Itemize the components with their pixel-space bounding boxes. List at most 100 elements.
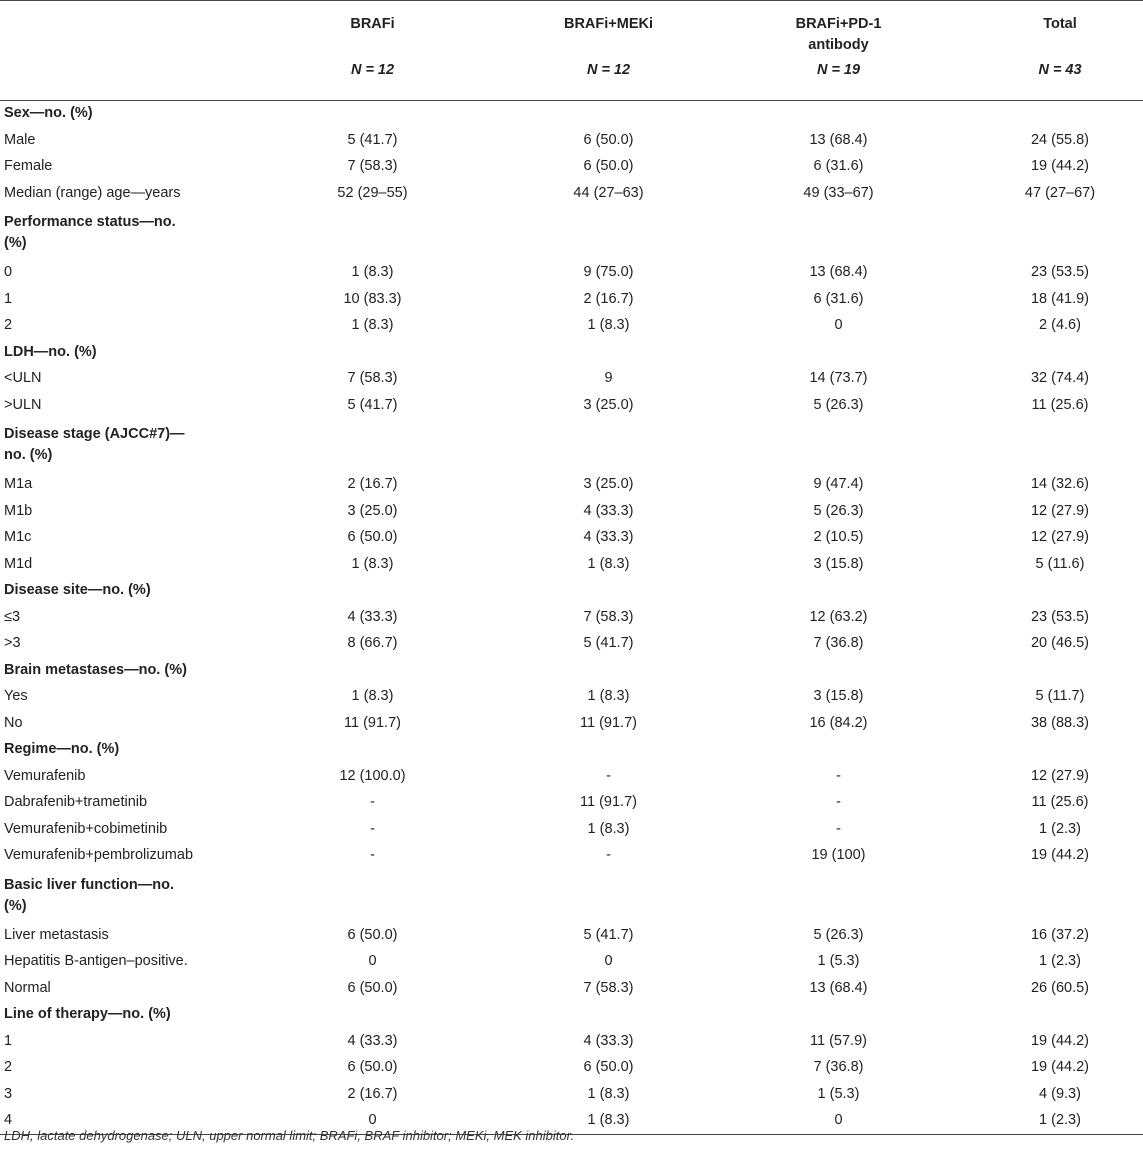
empty-cell	[517, 578, 700, 605]
empty-cell	[228, 578, 517, 605]
table-row: No 11 (91.7) 11 (91.7) 16 (84.2) 38 (88.3)	[0, 710, 1143, 737]
cell-value: 3 (25.0)	[347, 502, 398, 519]
row-label: M1d	[4, 555, 33, 572]
cell-value: 11 (91.7)	[580, 794, 637, 811]
cell-value: 11 (57.9)	[810, 1032, 867, 1049]
cell-value: 0	[834, 317, 843, 334]
table-header: BRAFi BRAFi+MEKi BRAFi+PD-1 antibody Tot…	[0, 0, 1143, 101]
table-row: Vemurafenib+pembrolizumab - - 19 (100) 19 (4…	[0, 843, 1143, 870]
cell-value: 12 (63.2)	[809, 608, 868, 625]
empty-cell	[700, 207, 977, 260]
table-row: M1a 2 (16.7) 3 (25.0) 9 (47.4) 14 (32.6)	[0, 472, 1143, 499]
cell-value: -	[606, 767, 611, 784]
cell-value: 1 (8.3)	[517, 1107, 700, 1135]
empty-cell	[517, 869, 700, 922]
cell-value: 2 (16.7)	[347, 476, 398, 493]
empty-cell	[517, 657, 700, 684]
empty-cell	[700, 339, 977, 366]
cell-value: 1 (2.3)	[977, 1107, 1143, 1135]
cell-value: 16 (37.2)	[1030, 926, 1090, 943]
row-label: Normal	[4, 979, 51, 996]
cell-value: 16 (84.2)	[809, 714, 868, 731]
table-row: 1 10 (83.3) 2 (16.7) 6 (31.6) 18 (41.9)	[0, 286, 1143, 313]
cell-value: 7 (36.8)	[813, 1059, 864, 1076]
cell-value: 26 (60.5)	[1030, 979, 1090, 996]
row-label: Dabrafenib+trametinib	[4, 794, 148, 811]
empty-cell	[228, 419, 517, 472]
row-label: <ULN	[4, 370, 42, 387]
cell-value: 9 (75.0)	[583, 264, 634, 281]
table-row: Dabrafenib+trametinib - 11 (91.7) - 11 (25.6…	[0, 790, 1143, 817]
row-label: M1a	[4, 476, 33, 493]
section-header-row: Performance status—no. (%)	[0, 207, 1143, 260]
cell-value: 9 (47.4)	[813, 476, 864, 493]
empty-cell	[977, 100, 1143, 127]
cell-value: 4 (33.3)	[583, 502, 634, 519]
section-header-row: Regime—no. (%)	[0, 737, 1143, 764]
cell-value: 1 (8.3)	[587, 555, 630, 572]
empty-cell	[517, 339, 700, 366]
row-label: M1b	[4, 502, 33, 519]
cell-value: 1 (8.3)	[351, 264, 394, 281]
cell-value: 2 (16.7)	[347, 1085, 398, 1102]
table-row: Normal 6 (50.0) 7 (58.3) 13 (68.4) 26 (60.5)	[0, 975, 1143, 1002]
cell-value: 7 (58.3)	[347, 158, 398, 175]
cell-value: 2 (16.7)	[583, 290, 634, 307]
empty-cell	[517, 207, 700, 260]
section-header-row: Disease stage (AJCC#7)—no. (%)	[0, 419, 1143, 472]
cell-value: 1 (8.3)	[351, 688, 394, 705]
table-row: 3 2 (16.7) 1 (8.3) 1 (5.3) 4 (9.3)	[0, 1081, 1143, 1108]
empty-cell	[977, 207, 1143, 260]
header-n-brafi-pd1: N = 19	[700, 56, 977, 101]
cell-value: 11 (25.6)	[1031, 794, 1089, 811]
cell-value: 4 (33.3)	[583, 529, 634, 546]
cell-value: 19 (44.2)	[1030, 847, 1090, 864]
header-corner	[0, 0, 228, 56]
cell-value: 11 (91.7)	[580, 714, 637, 731]
cell-value: 5 (26.3)	[813, 926, 864, 943]
cell-value: 44 (27–63)	[573, 184, 644, 201]
row-label: M1c	[4, 529, 32, 546]
section-label-text: Performance status—no. (%)	[4, 214, 176, 251]
row-label: Hepatitis B-antigen–positive.	[4, 953, 188, 970]
cell-value: 4 (9.3)	[1039, 1085, 1081, 1102]
header-col-brafi: BRAFi	[228, 0, 517, 56]
cell-value: 7 (58.3)	[583, 979, 634, 996]
row-label: 3	[4, 1085, 13, 1102]
row-label: 4	[0, 1107, 228, 1135]
header-row-groups: BRAFi BRAFi+MEKi BRAFi+PD-1 antibody Tot…	[0, 0, 1143, 56]
row-label: Vemurafenib+pembrolizumab	[4, 847, 194, 864]
cell-value: 1 (5.3)	[817, 1085, 860, 1102]
row-label: ≤3	[4, 608, 21, 625]
empty-cell	[517, 100, 700, 127]
empty-cell	[228, 1002, 517, 1029]
cell-value: -	[370, 820, 375, 837]
cell-value: 14 (73.7)	[809, 370, 868, 387]
table-row: 0 1 (8.3) 9 (75.0) 13 (68.4) 23 (53.5)	[0, 260, 1143, 287]
cell-value: 4 (33.3)	[347, 608, 398, 625]
cell-value: 11 (91.7)	[344, 714, 401, 731]
cell-value: 5 (11.7)	[1035, 688, 1085, 705]
header-col-brafi-pd1: BRAFi+PD-1 antibody	[700, 0, 977, 56]
empty-cell	[228, 657, 517, 684]
table-row: >3 8 (66.7) 5 (41.7) 7 (36.8) 20 (46.5)	[0, 631, 1143, 658]
cell-value: 2 (10.5)	[813, 529, 864, 546]
row-label: >3	[4, 635, 21, 652]
cell-value: 24 (55.8)	[1030, 131, 1090, 148]
empty-cell	[977, 1002, 1143, 1029]
header-corner-2	[0, 56, 228, 101]
cell-value: 7 (58.3)	[347, 370, 398, 387]
cell-value: 12 (100.0)	[339, 767, 406, 784]
cell-value: 0	[368, 953, 377, 970]
cell-value: -	[836, 767, 841, 784]
cell-value: 12 (27.9)	[1030, 529, 1090, 546]
cell-value: 1 (2.3)	[1039, 820, 1081, 837]
cell-value: 20 (46.5)	[1030, 635, 1090, 652]
cell-value: 5 (26.3)	[813, 502, 864, 519]
empty-cell	[977, 419, 1143, 472]
cell-value: 13 (68.4)	[809, 131, 868, 148]
row-label: 2	[4, 317, 13, 334]
cell-value: 32 (74.4)	[1030, 370, 1090, 387]
